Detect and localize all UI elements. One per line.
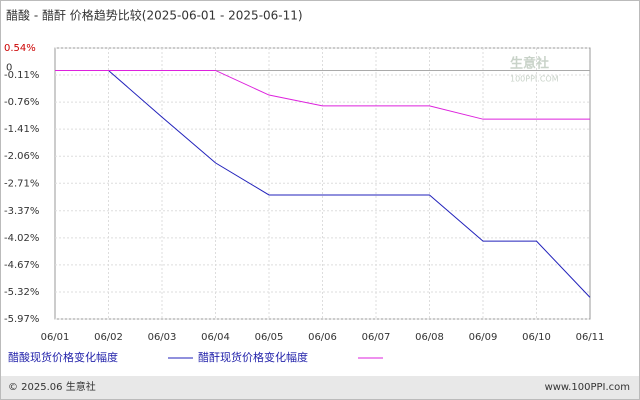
chart-title: 醋酸 - 醋酐 价格趋势比较(2025-06-01 - 2025-06-11) [6, 8, 303, 23]
y-tick-label: -3.37% [4, 206, 39, 217]
y-tick-label: -5.32% [4, 287, 39, 298]
watermark: 100PPI.COM [510, 75, 559, 84]
y-tick-label: 0.54% [4, 43, 36, 54]
y-tick-label: -0.11% [4, 70, 39, 81]
y-tick-label: 0 [6, 62, 12, 73]
x-tick-label: 06/10 [522, 332, 551, 343]
y-tick-label: -0.76% [4, 97, 39, 108]
series-line [55, 69, 591, 298]
x-tick-label: 06/08 [415, 332, 444, 343]
y-tick-label: -4.67% [4, 260, 39, 271]
y-tick-label: -1.41% [4, 124, 39, 135]
x-tick-label: 06/03 [148, 332, 177, 343]
x-tick-label: 06/02 [94, 332, 123, 343]
legend-label: 醋酐现货价格变化幅度 [198, 350, 308, 364]
x-tick-label: 06/09 [469, 332, 498, 343]
x-tick-label: 06/07 [362, 332, 391, 343]
y-tick-label: -2.06% [4, 151, 39, 162]
footer-right: www.100PPI.com [545, 382, 630, 393]
x-tick-label: 06/01 [41, 332, 70, 343]
y-tick-label: -2.71% [4, 178, 39, 189]
series-line [55, 69, 590, 120]
x-tick-label: 06/04 [201, 332, 230, 343]
x-tick-label: 06/11 [576, 332, 605, 343]
footer-left: © 2025.06 生意社 [8, 380, 96, 393]
x-tick-label: 06/06 [308, 332, 337, 343]
legend-label: 醋酸现货价格变化幅度 [8, 350, 118, 364]
watermark: 生意社 [510, 56, 549, 72]
y-tick-label: -4.02% [4, 233, 39, 244]
y-tick-label: -5.97% [4, 314, 39, 325]
footer-bar [1, 376, 639, 399]
x-tick-label: 06/05 [255, 332, 284, 343]
